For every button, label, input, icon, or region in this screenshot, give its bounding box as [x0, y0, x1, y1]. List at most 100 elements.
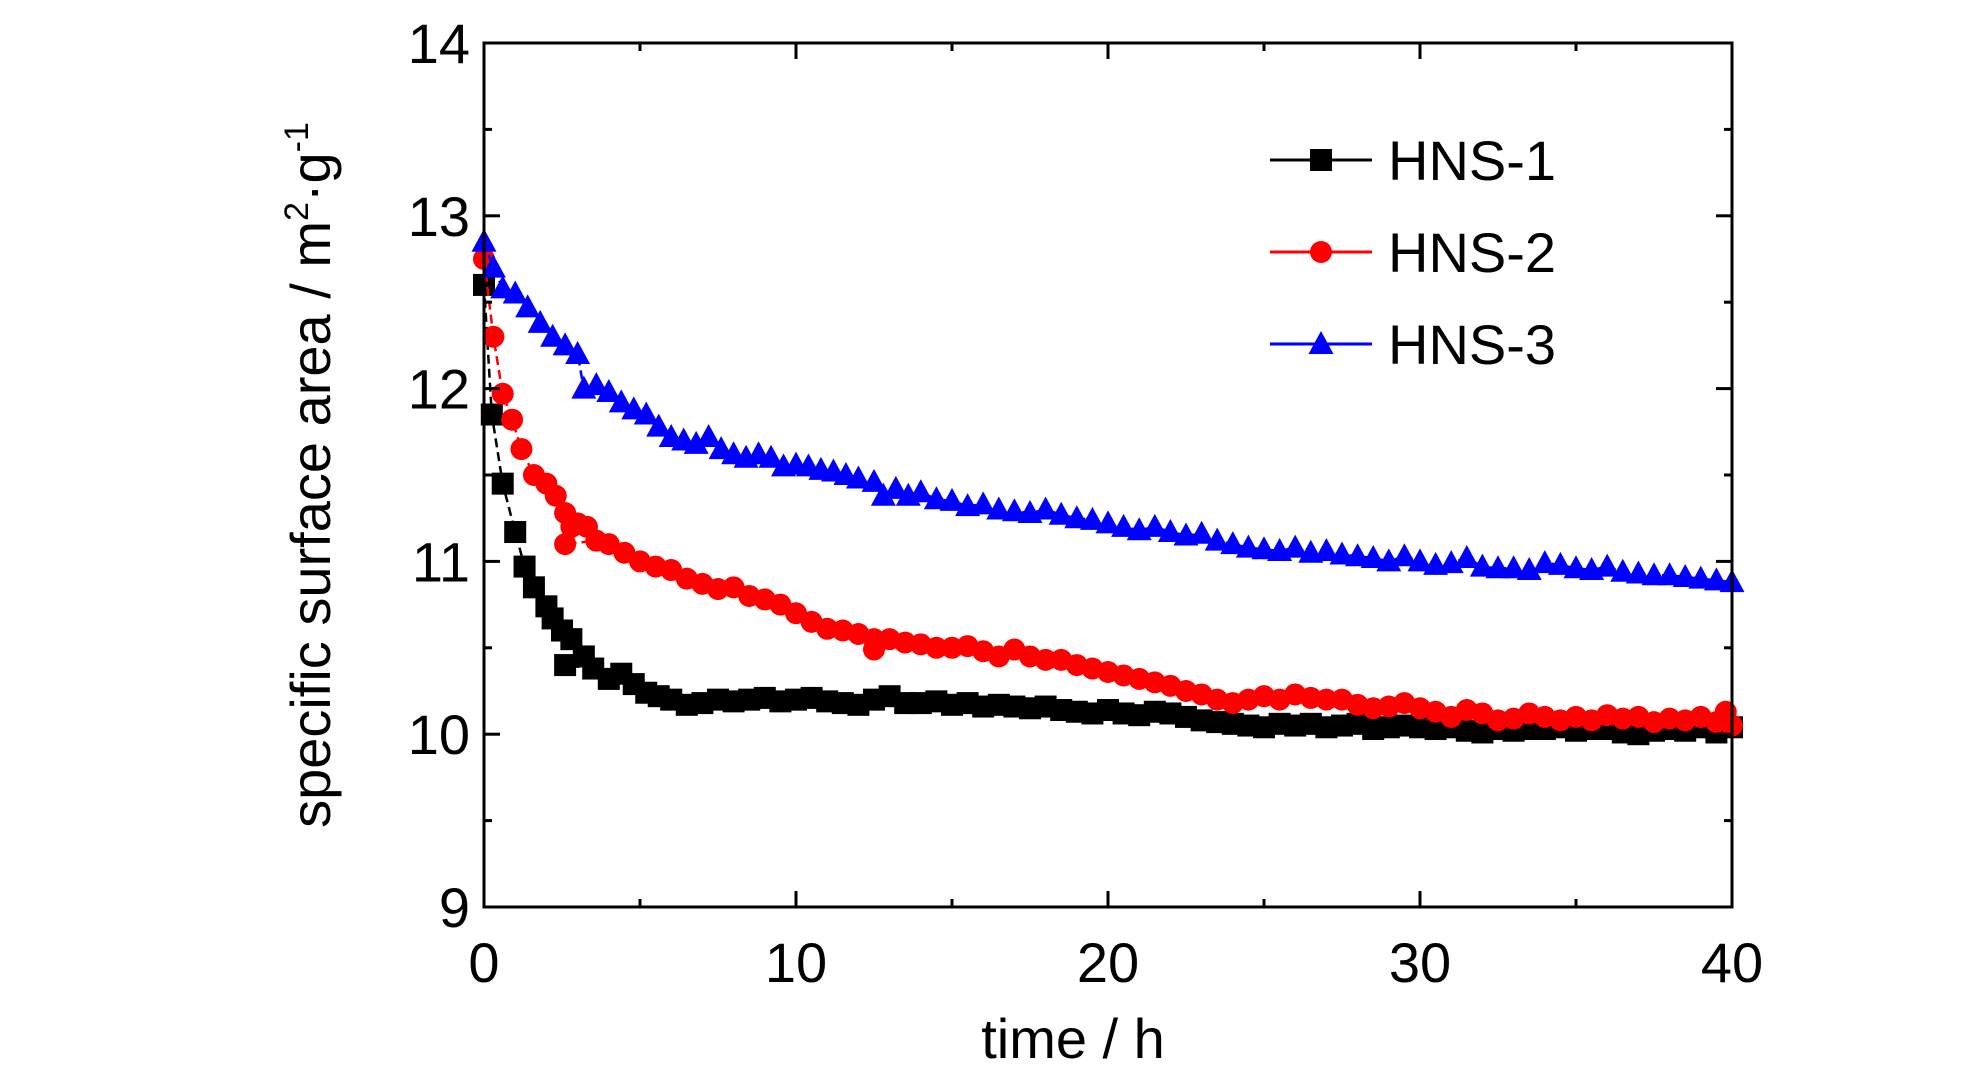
data-point-hns-2 [510, 438, 533, 461]
data-point-hns-3 [883, 475, 909, 499]
data-point-hns-3 [908, 479, 934, 503]
data-point-hns-3 [1703, 567, 1729, 591]
data-point-hns-3 [1547, 551, 1573, 575]
data-point-hns-3 [1313, 538, 1339, 562]
data-point-hns-3 [1329, 541, 1355, 565]
data-point-hns-3 [1157, 519, 1183, 543]
data-point-hns-3 [1563, 555, 1589, 579]
ticks-layer: 0 10 20 30 40 9 10 11 12 13 14 [408, 12, 1763, 994]
data-point-hns-3 [515, 294, 541, 318]
data-point-hns-3 [1204, 527, 1230, 551]
data-point-hns-3 [596, 379, 622, 403]
data-point-hns-3 [1048, 501, 1074, 525]
data-point-hns-3 [1064, 505, 1090, 529]
data-point-hns-3 [1079, 506, 1105, 530]
data-point-hns-3 [633, 401, 659, 425]
y-tick-label: 11 [412, 530, 470, 593]
data-point-hns-3 [1469, 553, 1495, 577]
data-point-hns-3 [502, 280, 528, 304]
data-point-hns-3 [608, 389, 634, 413]
data-point-hns-3 [527, 309, 553, 333]
data-point-hns-1 [513, 555, 536, 578]
legend-label-hns-1: HNS-1 [1388, 129, 1556, 192]
data-point-hns-1 [554, 654, 577, 677]
data-point-hns-3 [1516, 557, 1542, 581]
series-hns-3 [471, 228, 1745, 593]
series-layer [471, 228, 1745, 746]
data-point-hns-2 [925, 636, 948, 659]
data-point-hns-2 [1034, 648, 1057, 671]
x-tick-label: 40 [1701, 931, 1763, 994]
series-hns-2 [473, 248, 1743, 737]
data-point-hns-3 [1672, 563, 1698, 587]
data-point-hns-3 [696, 423, 722, 447]
data-point-hns-2 [1315, 688, 1338, 711]
data-point-hns-3 [552, 332, 578, 356]
data-point-hns-3 [1142, 513, 1168, 537]
data-point-hns-3 [939, 487, 965, 511]
legend-item-hns-1: HNS-1 [1270, 129, 1556, 192]
data-point-hns-3 [1407, 548, 1433, 572]
data-point-hns-3 [1501, 555, 1527, 579]
y-axis-label-sup2: -1 [278, 122, 316, 152]
data-point-hns-3 [683, 430, 709, 454]
data-point-hns-3 [480, 254, 506, 278]
data-point-hns-3 [1657, 562, 1683, 586]
data-point-hns-3 [1001, 498, 1027, 522]
legend-item-hns-2: HNS-2 [1270, 221, 1556, 284]
x-tick-label: 0 [468, 931, 499, 994]
y-tick-label: 13 [408, 185, 470, 248]
data-point-hns-3 [1345, 543, 1371, 567]
x-tick-label: 20 [1077, 931, 1139, 994]
data-point-hns-3 [861, 468, 887, 492]
data-point-hns-3 [1391, 543, 1417, 567]
x-axis-label: time / h [981, 1007, 1165, 1063]
data-point-hns-3 [646, 413, 672, 437]
data-point-hns-1 [480, 403, 503, 426]
y-tick-label: 10 [408, 703, 470, 766]
data-point-hns-3 [1189, 520, 1215, 544]
data-point-hns-3 [1625, 560, 1651, 584]
legend-marker-hns-2 [1310, 241, 1332, 263]
legend-item-hns-3: HNS-3 [1270, 313, 1556, 376]
data-point-hns-3 [540, 323, 566, 347]
legend-label-hns-2: HNS-2 [1388, 221, 1556, 284]
x-tick-label: 30 [1389, 931, 1451, 994]
data-point-hns-3 [923, 486, 949, 510]
data-point-hns-2 [501, 408, 524, 431]
data-point-hns-3 [1594, 553, 1620, 577]
data-point-hns-2 [482, 325, 505, 348]
legend: HNS-1 HNS-2 HNS-3 [1240, 90, 1620, 420]
data-point-hns-3 [1532, 550, 1558, 574]
data-point-hns-3 [870, 482, 896, 506]
legend-label-hns-3: HNS-3 [1388, 313, 1556, 376]
y-tick-label: 14 [408, 12, 470, 75]
data-point-hns-3 [1454, 544, 1480, 568]
data-point-hns-2 [544, 484, 567, 507]
legend-marker-hns-3 [1308, 331, 1334, 354]
data-point-hns-1 [522, 576, 545, 599]
data-point-hns-3 [1235, 534, 1261, 558]
data-point-hns-3 [758, 444, 784, 468]
data-point-hns-3 [1220, 531, 1246, 555]
data-point-hns-3 [583, 372, 609, 396]
data-point-hns-3 [845, 465, 871, 489]
data-point-hns-3 [1251, 536, 1277, 560]
data-point-hns-2 [491, 382, 514, 405]
legend-background [1240, 90, 1620, 420]
y-axis-label-sup1: 2 [278, 202, 316, 221]
data-point-hns-3 [1033, 496, 1059, 520]
y-axis-label: specific surface area / m2·g-1 [278, 122, 342, 828]
data-point-hns-3 [1688, 565, 1714, 589]
y-axis-label-main: specific surface area / m [279, 221, 342, 828]
data-point-hns-1 [560, 628, 583, 651]
y-tick-label: 12 [408, 358, 470, 421]
x-tick-label: 10 [765, 931, 827, 994]
data-point-hns-3 [970, 491, 996, 515]
legend-marker-hns-1 [1310, 149, 1332, 171]
data-point-hns-1 [504, 521, 527, 544]
data-point-hns-2 [554, 533, 577, 556]
data-point-hns-3 [1095, 510, 1121, 534]
